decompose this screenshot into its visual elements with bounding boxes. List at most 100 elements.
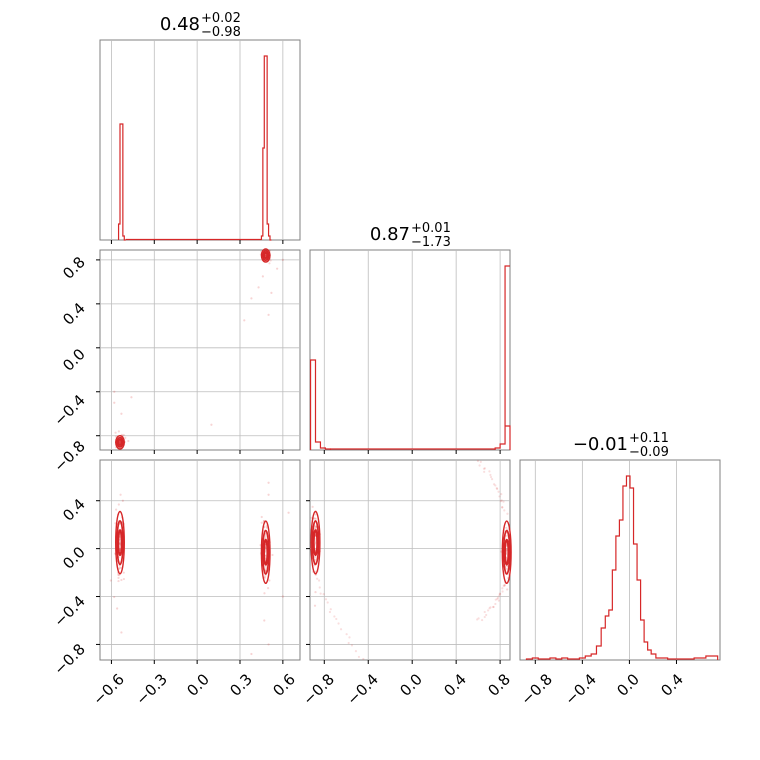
panel-diag-1 bbox=[99, 39, 301, 241]
sample-point bbox=[270, 291, 273, 294]
sample-point bbox=[263, 576, 266, 580]
y-tick-label: −0.8 bbox=[50, 640, 88, 678]
density-contour bbox=[260, 520, 271, 585]
sample-point bbox=[312, 559, 315, 563]
x-tick-labels-col2: −0.8 −0.4 0.0 0.4 0.8 bbox=[299, 670, 513, 708]
histogram-step bbox=[525, 475, 719, 660]
title-value: 0.48 bbox=[160, 14, 200, 35]
sample-point bbox=[478, 464, 481, 467]
density-contour bbox=[261, 529, 270, 575]
y-tick-labels-row2: 0.8 0.4 0.0 −0.4 −0.8 bbox=[50, 253, 88, 475]
density-contour bbox=[117, 438, 123, 446]
x-tick-labels-col3: −0.8 −0.4 0.0 0.4 bbox=[517, 670, 686, 708]
y-tick-label: 0.0 bbox=[59, 345, 89, 375]
title-diag-2: 0.87 +0.01 −1.73 bbox=[370, 221, 451, 250]
sample-point bbox=[480, 618, 484, 622]
sample-point bbox=[265, 526, 269, 529]
sample-point bbox=[313, 517, 316, 520]
sample-point bbox=[498, 495, 501, 498]
sample-point bbox=[494, 598, 497, 601]
density-contour bbox=[115, 435, 125, 450]
histogram-step bbox=[504, 265, 510, 426]
sample-point bbox=[127, 439, 130, 443]
panel-row2-col1 bbox=[99, 249, 301, 451]
x-tick-label: −0.8 bbox=[299, 670, 337, 708]
sample-point bbox=[501, 506, 504, 509]
sample-point bbox=[250, 297, 253, 300]
sample-point bbox=[210, 423, 213, 426]
sample-point bbox=[263, 619, 266, 622]
y-tick-label: −0.4 bbox=[50, 592, 88, 630]
sample-point bbox=[113, 401, 116, 404]
sample-point bbox=[115, 508, 118, 511]
density-contour bbox=[116, 519, 124, 566]
sample-point bbox=[281, 595, 284, 598]
sample-point bbox=[257, 286, 260, 289]
sample-point bbox=[117, 574, 121, 577]
sample-point bbox=[268, 262, 271, 265]
title-minus: −0.09 bbox=[629, 445, 669, 460]
sample-point bbox=[311, 505, 314, 508]
sample-point bbox=[264, 254, 267, 257]
x-tick-label: −0.4 bbox=[343, 670, 381, 708]
sample-point bbox=[120, 412, 123, 415]
sample-point bbox=[505, 567, 509, 570]
density-contour bbox=[117, 529, 123, 557]
title-value: 0.87 bbox=[370, 224, 410, 245]
sample-point bbox=[494, 484, 497, 487]
x-tick-labels-col1: −0.6 −0.3 0.0 0.3 0.6 bbox=[89, 670, 298, 708]
sample-point bbox=[271, 553, 274, 557]
sample-point bbox=[499, 592, 502, 596]
sample-point bbox=[483, 470, 486, 473]
sample-point bbox=[345, 633, 348, 636]
sample-point bbox=[243, 319, 246, 322]
sample-point bbox=[490, 478, 494, 481]
sample-point bbox=[319, 592, 322, 595]
sample-point bbox=[119, 566, 123, 569]
sample-point bbox=[328, 610, 332, 614]
y-tick-label: 0.8 bbox=[59, 253, 89, 283]
sample-point bbox=[479, 460, 482, 463]
sample-point bbox=[117, 576, 120, 580]
sample-point bbox=[500, 492, 503, 496]
title-plus: +0.11 bbox=[629, 431, 669, 446]
y-tick-label: −0.8 bbox=[50, 437, 88, 475]
x-tick-label: 0.8 bbox=[484, 670, 514, 700]
sample-point bbox=[314, 573, 318, 576]
sample-point bbox=[264, 574, 267, 577]
sample-point bbox=[476, 459, 480, 463]
sample-point bbox=[120, 578, 123, 582]
sample-point bbox=[122, 433, 125, 437]
sample-point bbox=[314, 513, 317, 516]
sample-point bbox=[118, 566, 121, 569]
sample-point bbox=[505, 548, 508, 552]
sample-point bbox=[339, 628, 343, 631]
sample-point bbox=[492, 483, 496, 486]
x-tick-label: 0.4 bbox=[440, 670, 470, 700]
title-diag-1: 0.48 +0.02 −0.98 bbox=[160, 11, 241, 40]
sample-point bbox=[348, 636, 351, 639]
sample-point bbox=[354, 650, 358, 653]
sample-point bbox=[497, 490, 500, 493]
panel-diag-3 bbox=[519, 459, 721, 661]
sample-point bbox=[250, 652, 253, 656]
sample-point bbox=[492, 605, 495, 609]
sample-point bbox=[498, 592, 501, 595]
sample-point bbox=[488, 607, 491, 610]
sample-point bbox=[495, 486, 498, 490]
y-tick-label: 0.4 bbox=[59, 299, 89, 329]
sample-point bbox=[497, 599, 500, 602]
sample-point bbox=[347, 641, 350, 645]
sample-point bbox=[324, 598, 328, 601]
sample-point bbox=[281, 258, 284, 261]
x-tick-label: −0.4 bbox=[561, 670, 599, 708]
sample-point bbox=[120, 631, 123, 634]
panel-row3-col1 bbox=[99, 459, 301, 661]
x-tick-label: 0.0 bbox=[183, 670, 213, 700]
x-tick-label: 0.0 bbox=[613, 670, 643, 700]
sample-point bbox=[117, 579, 120, 583]
panel-frames bbox=[99, 39, 721, 661]
sample-point bbox=[322, 592, 325, 596]
sample-point bbox=[260, 521, 263, 524]
